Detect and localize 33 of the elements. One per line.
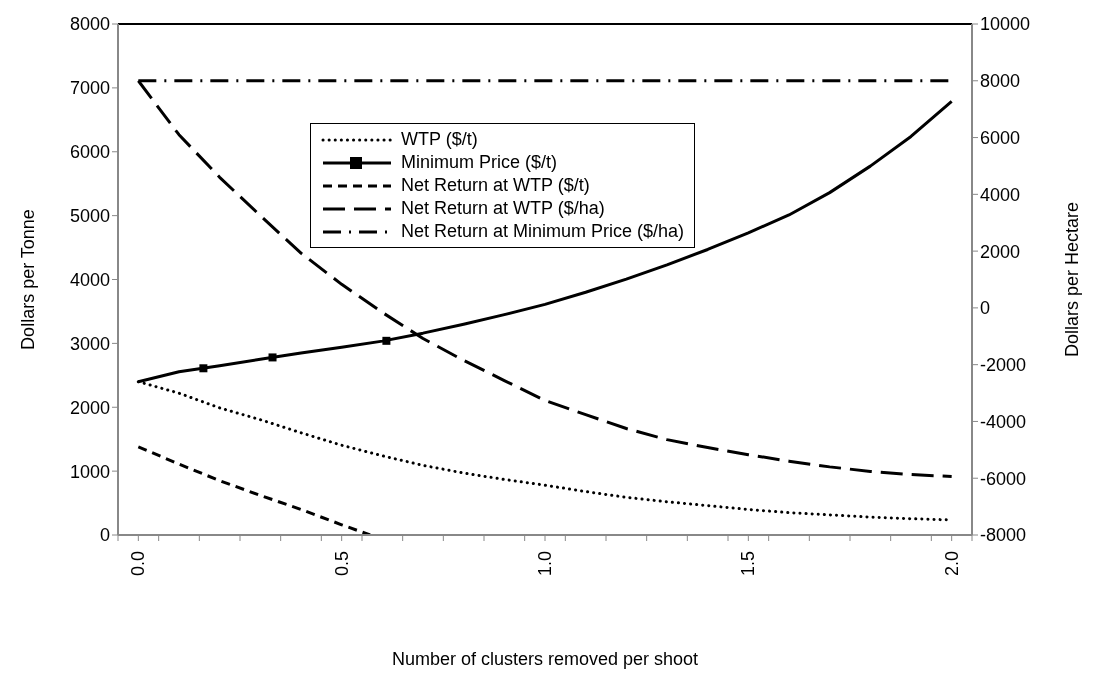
y2-tick-label: 10000 [980, 14, 1031, 35]
y-axis-title: Dollars per Tonne [18, 209, 39, 350]
y2-tick-label: 4000 [980, 184, 1021, 205]
y2-tick-label: -6000 [980, 468, 1027, 489]
y-tick-label: 2000 [69, 397, 110, 418]
y-tick-label: 4000 [69, 269, 110, 290]
y2-tick-label: 2000 [980, 241, 1021, 262]
y2-axis-title: Dollars per Hectare [1062, 201, 1083, 358]
x-tick-label: 1.0 [535, 551, 555, 577]
y-tick-label: 1000 [69, 461, 110, 482]
y-tick-label: 3000 [69, 333, 110, 354]
legend-label: Net Return at WTP ($/t) [401, 175, 590, 196]
y2-tick-label: 6000 [980, 127, 1021, 148]
y2-tick-label: -8000 [980, 525, 1027, 546]
y-tick-label: 5000 [69, 206, 110, 227]
y2-tick-label: -2000 [980, 355, 1027, 376]
x-axis-title: Number of clusters removed per shoot [391, 649, 699, 669]
legend-label: Net Return at WTP ($/ha) [401, 198, 605, 219]
y2-tick-label: -4000 [980, 411, 1027, 432]
y-tick-label: 7000 [69, 78, 110, 99]
legend-label: Minimum Price ($/t) [401, 152, 558, 173]
y-tick-label: 6000 [69, 142, 110, 163]
legend-label: Net Return at Minimum Price ($/ha) [401, 221, 685, 242]
y2-tick-label: 8000 [980, 71, 1021, 92]
y-tick-label: 8000 [69, 14, 110, 35]
x-tick-label: 0.0 [128, 551, 149, 577]
x-tick-label: 1.5 [738, 551, 759, 577]
y-tick-label: 0 [99, 525, 110, 546]
legend-label: WTP ($/t) [401, 129, 478, 150]
x-tick-label: 0.5 [331, 551, 352, 577]
y2-tick-label: 0 [980, 298, 991, 319]
line-series [136, 445, 372, 535]
x-tick-label: 2.0 [941, 551, 962, 577]
